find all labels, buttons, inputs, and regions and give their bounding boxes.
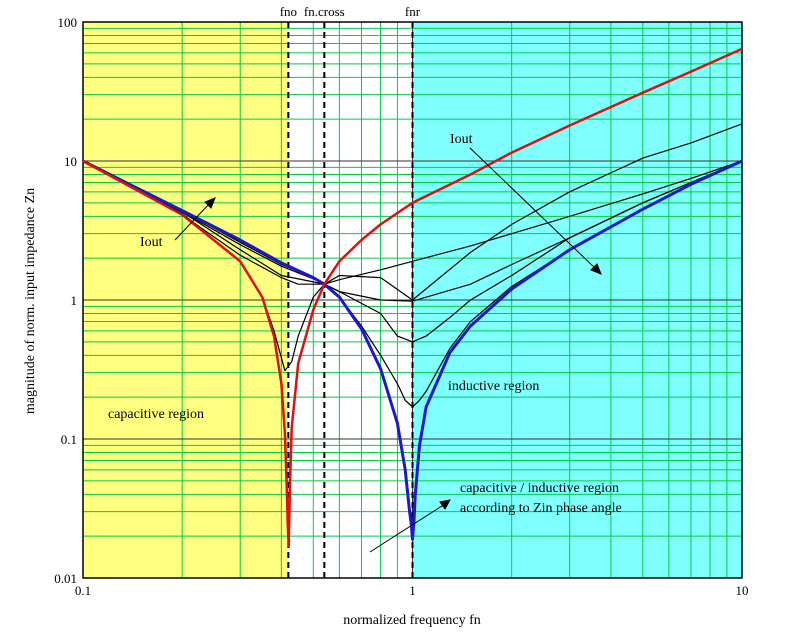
series-line-1: [82, 159, 743, 541]
marker-label-1: fn.cross: [304, 4, 345, 19]
iout-arrow-left: [174, 202, 211, 241]
y-tick-label: 100: [58, 15, 78, 30]
x-tick-label: 10: [736, 583, 749, 598]
iout-arrow-right-head: [590, 263, 602, 275]
region-label-inductive: inductive region: [448, 379, 539, 394]
region-label-mixed-line2: according to Zin phase angle: [460, 501, 622, 516]
series-line-5: [82, 160, 743, 302]
annotation-arrows: [174, 147, 602, 553]
mixed-region-arrow: [369, 503, 446, 553]
series-line-6: [82, 160, 743, 285]
iout-annotation-right: Iout: [450, 132, 473, 147]
region-label-mixed-line1: capacitive / inductive region: [460, 481, 619, 496]
region-label-capacitive: capacitive region: [108, 407, 204, 422]
x-tick-label: 0.1: [75, 583, 91, 598]
series-line-0: [82, 47, 743, 548]
frequency-markers: fno fn.cross fnr: [280, 4, 421, 578]
marker-label-0: fno: [280, 4, 297, 19]
iout-arrow-right: [469, 147, 598, 271]
y-tick-label: 0.1: [61, 432, 77, 447]
y-tick-label: 1: [71, 293, 78, 308]
impedance-curves: [82, 47, 743, 548]
y-tick-label: 0.01: [54, 571, 77, 586]
y-tick-label: 10: [64, 154, 77, 169]
x-tick-label: 1: [409, 583, 416, 598]
mixed-region-arrow-head: [439, 499, 451, 510]
iout-arrow-left-head: [204, 197, 216, 209]
x-axis-label: normalized frequency fn: [343, 613, 481, 628]
marker-label-2: fnr: [405, 4, 421, 19]
y-axis-label: magnitude of norm. input impedance Zn: [23, 188, 38, 414]
iout-annotation-left: Iout: [140, 235, 163, 250]
